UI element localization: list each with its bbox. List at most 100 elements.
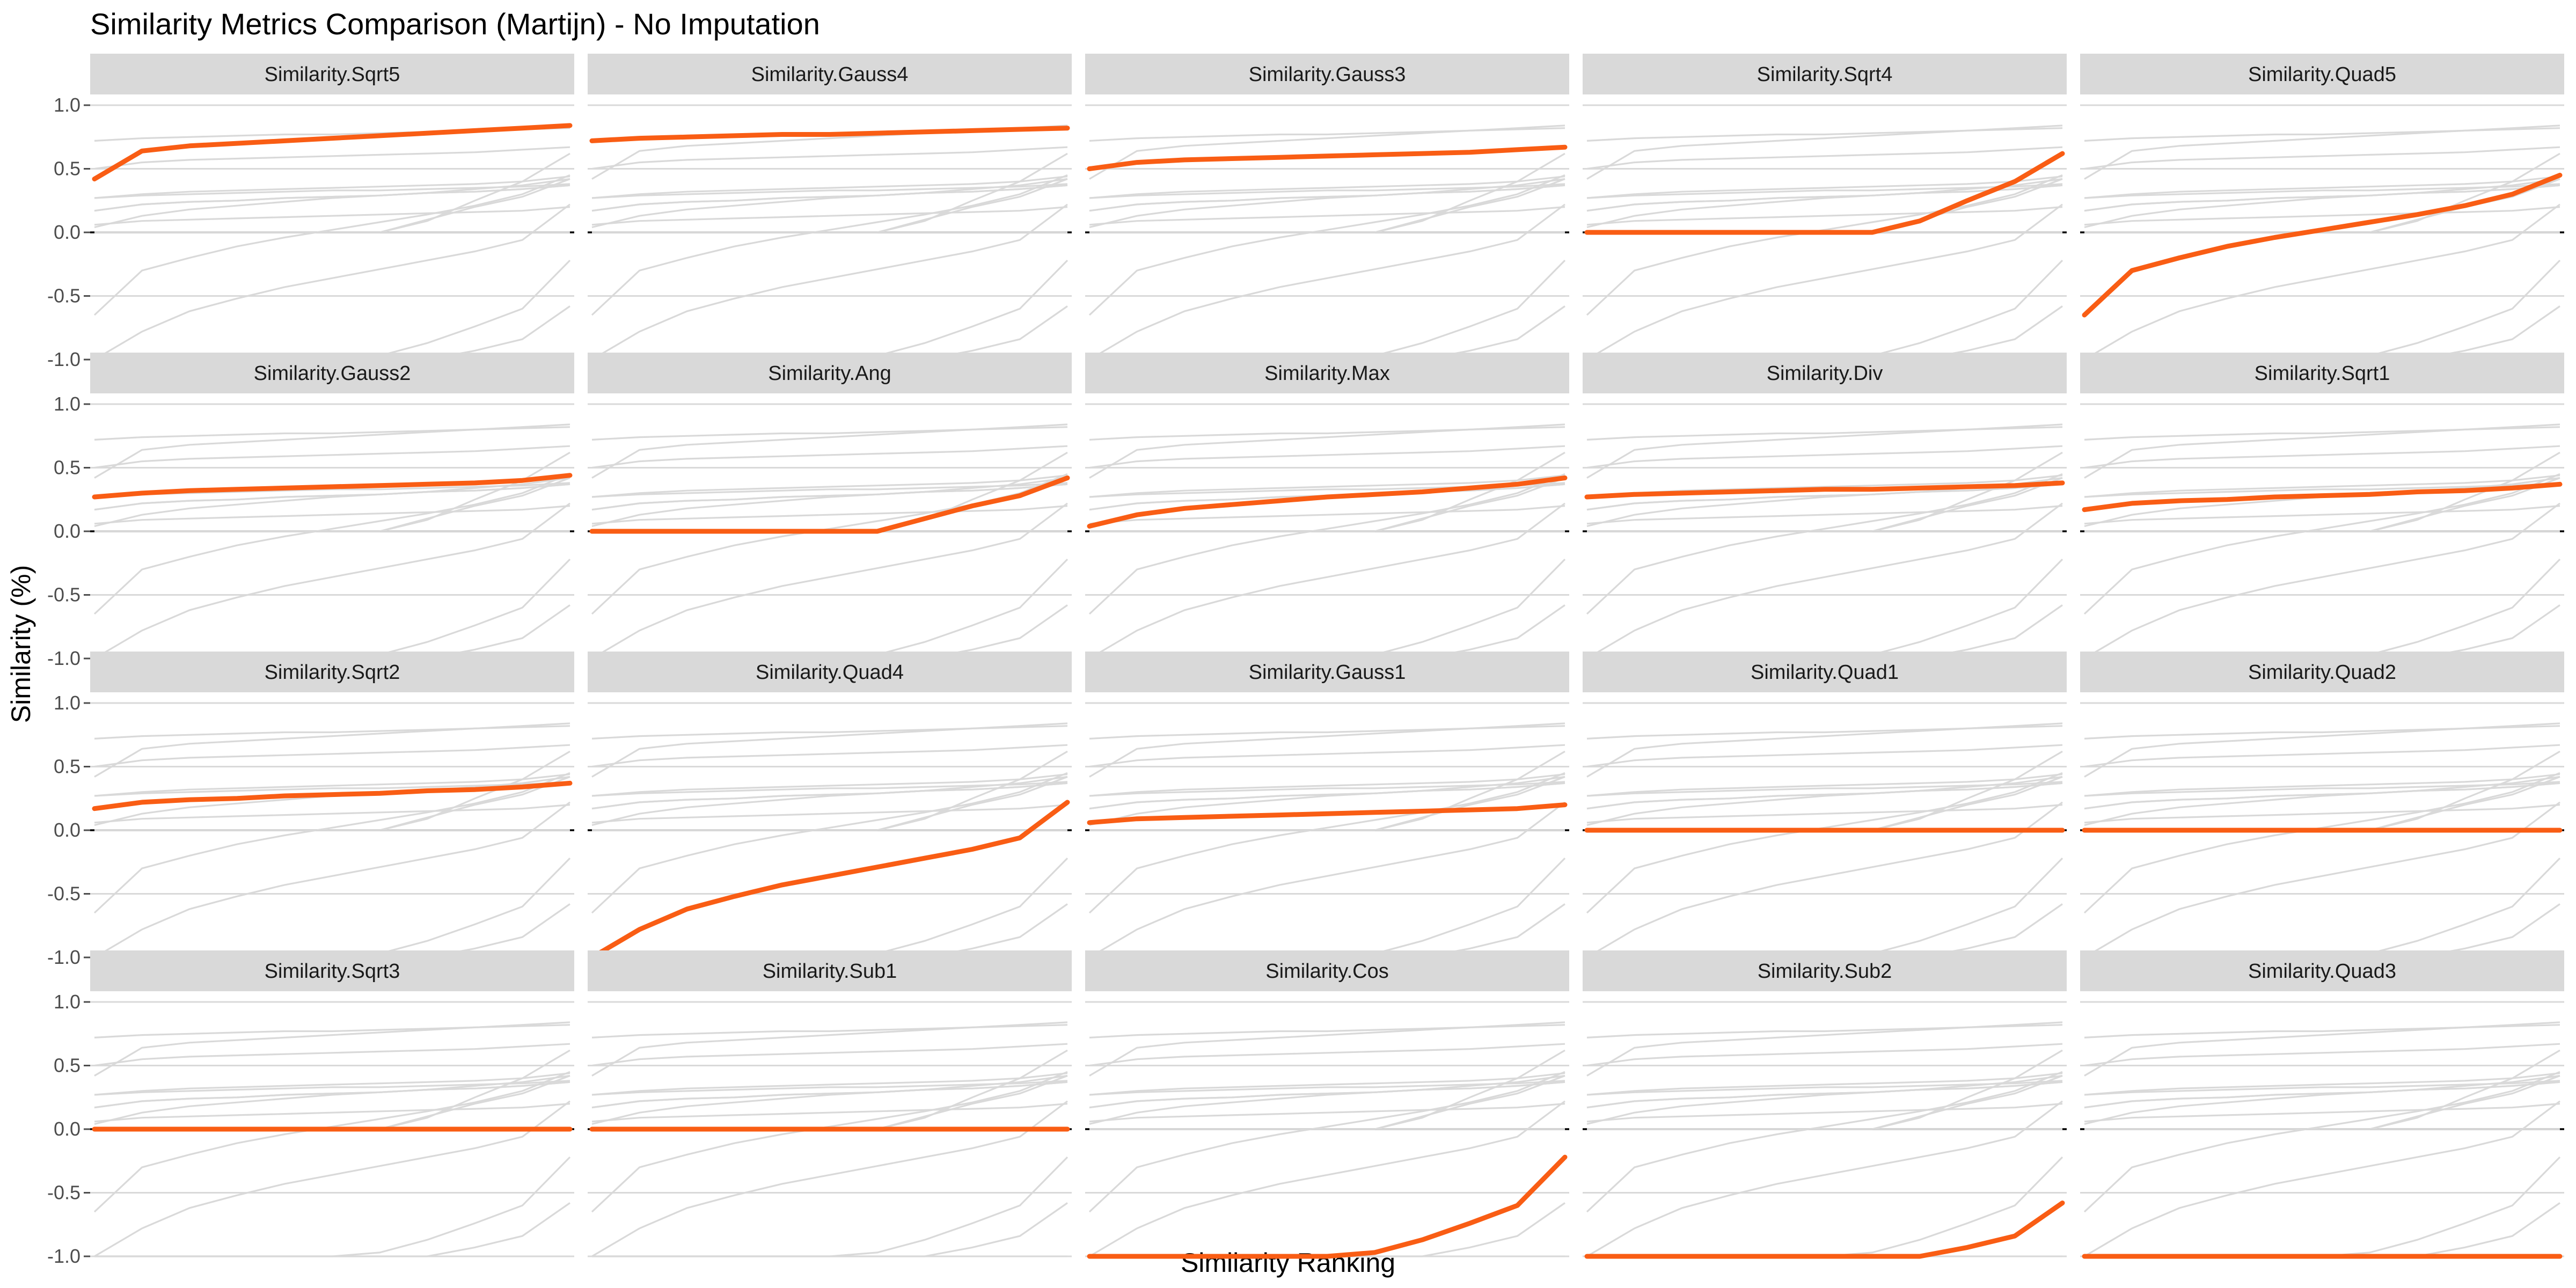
background-series-line — [2084, 175, 2560, 199]
background-series-line — [94, 1043, 570, 1067]
background-series-line — [1089, 604, 1565, 660]
background-series-line — [1089, 474, 1565, 498]
background-series-line — [94, 781, 570, 797]
highlight-series-line — [1087, 475, 1568, 529]
background-series-line — [1586, 1043, 2063, 1067]
background-series-line — [1586, 801, 2063, 958]
facet-panel: Similarity.Gauss4 — [588, 54, 1072, 361]
background-series-line — [94, 1100, 570, 1257]
facet-strip-label: Similarity.Sub2 — [1758, 960, 1892, 983]
background-series-line — [1586, 473, 2063, 615]
highlight-series-line — [1584, 151, 2065, 235]
facet-panel: Similarity.Gauss2 1.0 0.5 0.0 -0.5 -1.0 — [47, 353, 574, 669]
background-series-line — [94, 1080, 570, 1096]
facet-strip-label: Similarity.Quad1 — [1751, 661, 1899, 684]
highlight-series-line — [92, 780, 573, 811]
background-series-line — [2084, 782, 2560, 810]
background-series-line — [1089, 1024, 1565, 1038]
background-series-line — [1089, 1081, 1565, 1109]
facet-strip-label: Similarity.Sqrt5 — [265, 63, 400, 86]
background-series-line — [2084, 502, 2560, 660]
background-series-line — [94, 722, 570, 778]
y-tick-label: 0.5 — [54, 1055, 80, 1077]
y-tick-label: -0.5 — [47, 1182, 80, 1204]
background-series-line — [2084, 505, 2560, 525]
facet-panel: Similarity.Sqrt4 — [1583, 54, 2067, 361]
background-series-line — [2084, 1081, 2560, 1109]
facet-strip — [1085, 652, 1569, 692]
background-series-line — [1089, 773, 1565, 797]
background-series-line — [93, 1071, 570, 1213]
background-series-line — [2084, 1103, 2560, 1123]
facet-strip — [1583, 353, 2067, 393]
background-series-line — [591, 206, 1068, 226]
background-series-line — [1089, 184, 1565, 212]
background-series-line — [591, 1103, 1068, 1123]
facet-panel: Similarity.Div — [1583, 353, 2067, 660]
chart-title: Similarity Metrics Comparison (Martijn) … — [90, 7, 820, 41]
background-series-line — [2084, 725, 2560, 740]
background-series-line — [591, 781, 1068, 797]
background-series-line — [591, 174, 1068, 316]
background-series-line — [1586, 175, 2063, 199]
background-series-line — [1088, 772, 1565, 914]
background-series-line — [93, 473, 570, 615]
background-series-line — [2084, 183, 2560, 199]
facet-panel: Similarity.Sqrt3 1.0 0.5 0.0 -0.5 -1.0 — [47, 950, 574, 1267]
background-series-line — [1586, 804, 2063, 824]
background-series-line — [1586, 781, 2063, 797]
facet-panel: Similarity.Quad3 — [2080, 950, 2564, 1259]
background-series-line — [591, 426, 1068, 441]
y-tick-label: 1.0 — [54, 692, 80, 714]
background-series-line — [591, 782, 1068, 810]
facet-panel: Similarity.Quad2 — [2080, 652, 2564, 958]
background-series-line — [2084, 146, 2560, 170]
background-series-line — [2084, 184, 2560, 212]
background-series-line — [1587, 903, 2063, 958]
background-series-line — [591, 184, 1068, 212]
background-series-line — [1088, 174, 1565, 316]
facet-panels: Similarity.Sqrt51.00.50.0-0.5-1.0Similar… — [47, 54, 2564, 1267]
background-series-line — [1586, 445, 2063, 469]
background-series-line — [94, 423, 570, 479]
background-series-line — [1586, 125, 2063, 180]
background-series-line — [1586, 1071, 2063, 1213]
facet-strip-label: Similarity.Cos — [1265, 960, 1388, 983]
background-series-line — [1586, 782, 2063, 810]
background-series-line — [1586, 203, 2063, 361]
facet-strip — [588, 652, 1072, 692]
background-series-line — [2084, 423, 2560, 479]
background-series-line — [591, 502, 1068, 660]
background-series-line — [1586, 206, 2063, 226]
background-series-line — [1586, 423, 2063, 479]
facet-strip-label: Similarity.Sqrt3 — [265, 960, 400, 983]
background-series-line — [94, 725, 570, 740]
background-series-line — [1586, 146, 2063, 170]
background-series-line — [1089, 127, 1565, 142]
background-series-line — [94, 1103, 570, 1123]
background-series-line — [2084, 801, 2560, 958]
y-tick-label: 0.0 — [54, 221, 80, 243]
background-series-line — [94, 773, 570, 797]
background-series-line — [94, 483, 570, 511]
y-tick-label: 0.0 — [54, 819, 80, 841]
background-series-line — [2084, 125, 2560, 180]
background-series-line — [1089, 1100, 1565, 1257]
background-series-line — [2084, 426, 2560, 441]
background-series-line — [591, 146, 1068, 170]
background-series-line — [93, 772, 570, 914]
background-series-line — [94, 801, 570, 958]
background-series-line — [1089, 725, 1565, 740]
y-tick-label: 1.0 — [54, 991, 80, 1013]
background-series-line — [94, 604, 570, 660]
background-series-line — [1089, 426, 1565, 441]
background-series-line — [94, 445, 570, 469]
facet-strip — [1085, 353, 1569, 393]
background-series-line — [1586, 725, 2063, 740]
background-series-line — [2084, 1024, 2560, 1038]
facet-strip — [90, 54, 574, 94]
y-tick-label: 0.0 — [54, 520, 80, 542]
facet-panel: Similarity.Quad4 — [588, 652, 1072, 960]
background-series-line — [591, 183, 1068, 199]
facet-panel: Similarity.Sub1 — [588, 950, 1072, 1257]
